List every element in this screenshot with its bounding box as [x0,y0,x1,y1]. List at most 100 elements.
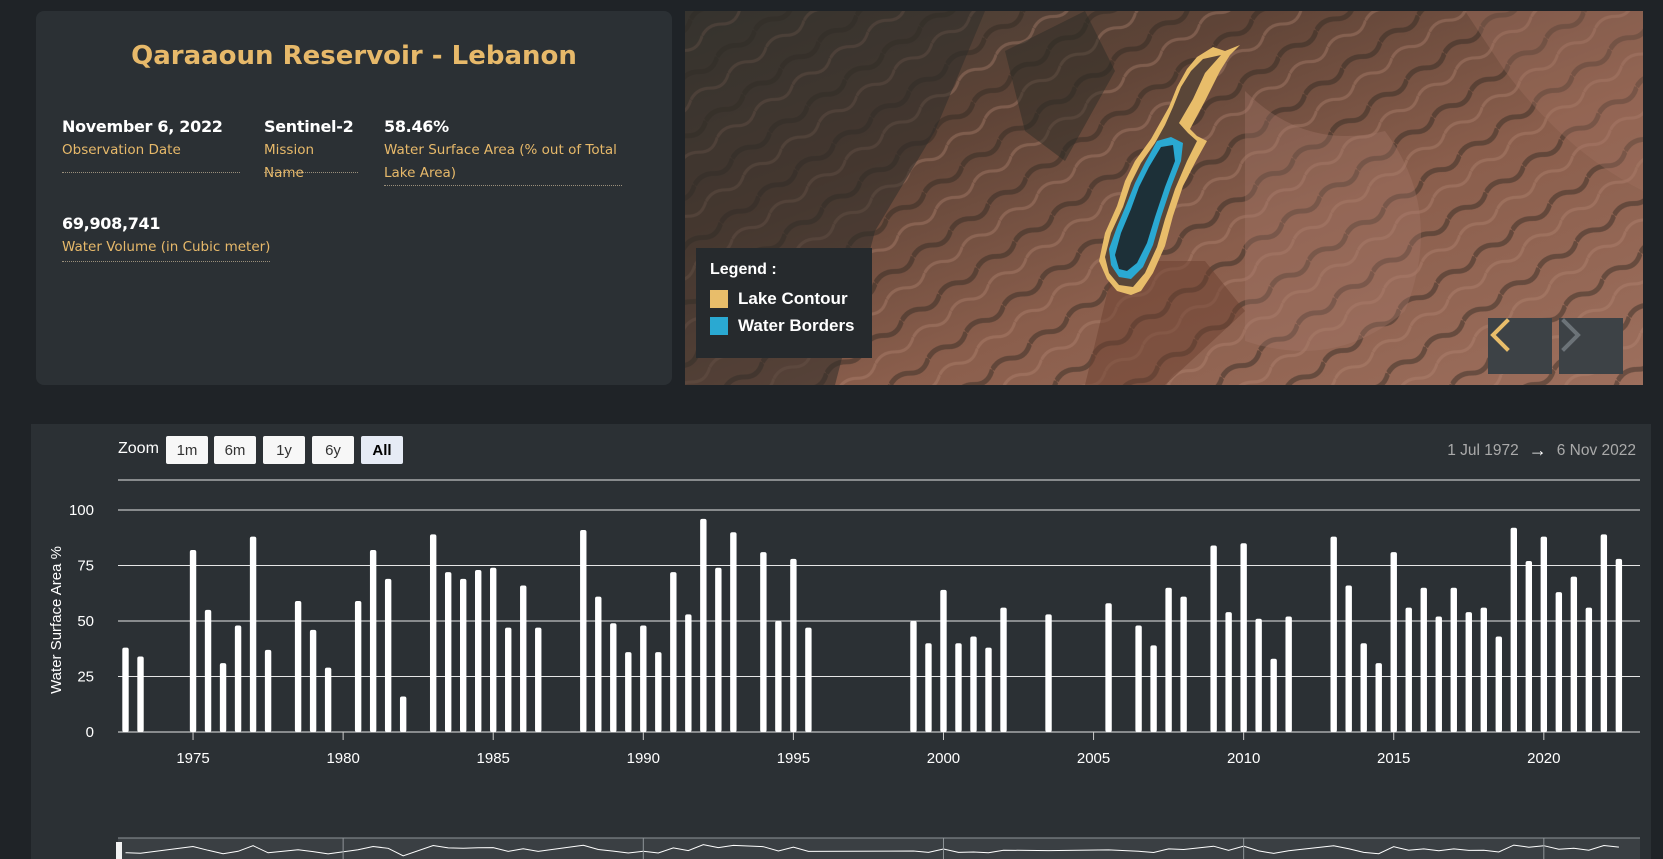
data-bar[interactable] [1150,645,1157,732]
data-bar[interactable] [610,623,617,732]
data-bar[interactable] [595,596,602,732]
data-bar[interactable] [249,536,257,732]
data-bar[interactable] [580,529,587,732]
x-tick-label: 1995 [777,750,810,767]
data-bar[interactable] [955,643,962,732]
legend-label-lake-contour: Lake Contour [738,289,848,308]
navigator-left-handle[interactable] [116,842,122,859]
data-bar[interactable] [1465,612,1472,732]
zoom-all-button[interactable]: All [361,436,403,464]
data-bar[interactable] [1600,534,1608,732]
satellite-map[interactable]: Legend : Lake Contour Water Borders [685,11,1643,385]
data-bar[interactable] [1135,625,1142,732]
data-bar[interactable] [324,667,332,732]
data-bar[interactable] [1270,658,1277,732]
surface-area-label[interactable]: Water Surface Area (% out of Total Lake … [384,139,622,186]
water-surface-chart[interactable]: 0 25 50 75 100 1975 1980 1985 1990 1995 2000 2005 2… [31,424,1651,859]
previous-image-button[interactable] [1488,318,1552,374]
data-bar[interactable] [1435,616,1442,732]
data-bar[interactable] [189,549,197,732]
data-bar[interactable] [670,572,677,732]
zoom-6y-button[interactable]: 6y [312,436,354,464]
data-bar[interactable] [535,627,542,732]
data-bar[interactable] [1450,587,1457,732]
data-bar[interactable] [1000,607,1007,732]
data-bar[interactable] [1480,607,1487,732]
data-bar[interactable] [264,649,272,732]
data-bar[interactable] [1390,552,1397,732]
data-bar[interactable] [444,572,452,732]
data-bar[interactable] [790,558,797,732]
data-bar[interactable] [1360,643,1367,732]
data-bar[interactable] [985,647,992,732]
data-bar[interactable] [1615,558,1623,732]
water-volume-label[interactable]: Water Volume (in Cubic meter) [62,236,271,262]
data-bar[interactable] [384,578,392,732]
data-bar[interactable] [204,609,212,732]
chart-bars[interactable] [122,518,1623,732]
observation-date-label[interactable]: Observation Date [62,139,240,173]
data-bar[interactable] [459,578,467,732]
next-image-button[interactable] [1559,318,1623,374]
zoom-1y-button[interactable]: 1y [263,436,305,464]
data-bar[interactable] [1180,596,1187,732]
data-bar[interactable] [520,585,527,732]
legend-title: Legend : [710,261,777,278]
data-bar[interactable] [715,567,722,732]
data-bar[interactable] [940,589,947,732]
data-bar[interactable] [1045,614,1052,732]
data-bar[interactable] [1540,536,1548,732]
data-bar[interactable] [354,601,362,732]
data-bar[interactable] [1570,576,1578,732]
data-bar[interactable] [1345,585,1352,732]
data-bar[interactable] [640,625,647,732]
range-arrow: → [1528,440,1547,460]
data-bar[interactable] [309,629,317,732]
data-bar[interactable] [1510,527,1518,732]
data-bar[interactable] [805,627,812,732]
data-bar[interactable] [1495,636,1502,732]
data-bar[interactable] [1165,587,1172,732]
data-bar[interactable] [925,643,932,732]
data-bar[interactable] [234,625,242,732]
data-bar[interactable] [1420,587,1427,732]
data-bar[interactable] [700,518,707,732]
data-bar[interactable] [1240,543,1247,732]
data-bar[interactable] [1405,607,1412,732]
x-tick-label: 1980 [326,750,359,767]
data-bar[interactable] [369,549,377,732]
data-bar[interactable] [1210,545,1217,732]
data-bar[interactable] [730,532,737,732]
data-bar[interactable] [1555,592,1563,732]
data-bar[interactable] [1375,663,1382,732]
data-bar[interactable] [775,621,782,732]
data-bar[interactable] [122,647,129,732]
data-bar[interactable] [1330,536,1337,732]
range-to[interactable]: 6 Nov 2022 [1556,441,1636,459]
data-bar[interactable] [294,601,302,732]
data-bar[interactable] [1225,612,1232,732]
data-bar[interactable] [655,652,662,732]
data-bar[interactable] [1285,616,1292,732]
data-bar[interactable] [1255,618,1262,732]
data-bar[interactable] [1585,607,1593,732]
zoom-6m-button[interactable]: 6m [214,436,256,464]
range-from[interactable]: 1 Jul 1972 [1447,441,1519,459]
chart-navigator[interactable] [116,837,1640,859]
zoom-1m-button[interactable]: 1m [166,436,208,464]
data-bar[interactable] [760,552,767,732]
data-bar[interactable] [1105,603,1112,732]
mission-name-label[interactable]: Mission Name [264,139,358,181]
data-bar[interactable] [490,567,497,732]
data-bar[interactable] [399,696,407,732]
data-bar[interactable] [429,534,437,732]
data-bar[interactable] [910,621,917,732]
data-bar[interactable] [475,569,482,732]
data-bar[interactable] [505,627,512,732]
data-bar[interactable] [219,663,227,732]
data-bar[interactable] [1525,561,1533,732]
data-bar[interactable] [970,636,977,732]
data-bar[interactable] [685,614,692,732]
data-bar[interactable] [625,652,632,732]
data-bar[interactable] [137,656,144,732]
